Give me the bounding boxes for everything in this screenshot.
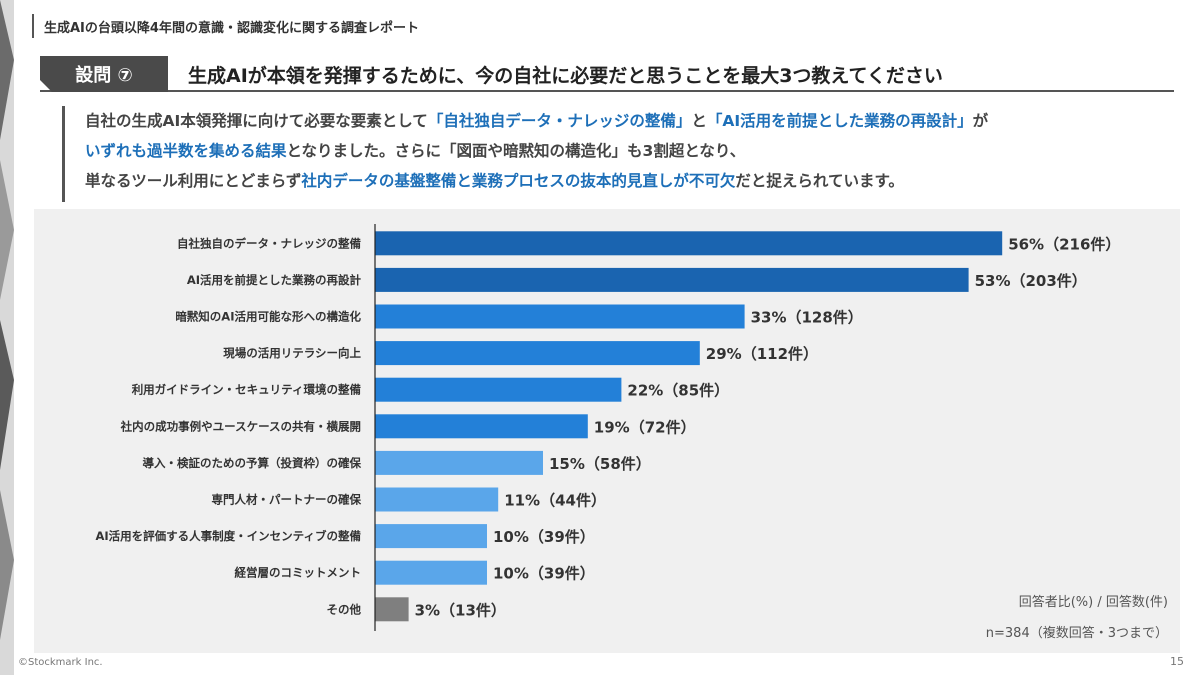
value-label: 10%（39件） [493,528,595,546]
summary-text-span: 単なるツール利用にとどまらず [85,172,302,190]
decorative-left-strip [0,0,14,675]
value-label: 22%（85件） [627,382,729,400]
bar [375,267,969,292]
category-label: 社内の成功事例やユースケースの共有・横展開 [120,419,361,433]
summary-text-span: だと捉えられています。 [735,172,904,190]
category-label: AI活用を評価する人事制度・インセンティブの整備 [96,529,362,543]
bar [375,414,588,439]
summary-highlight: 「自社独自データ・ナレッジの整備」 [427,112,692,130]
unit-legend-note: 回答者比(%) / 回答数(件) [1018,595,1168,610]
category-label: 経営層のコミットメント [235,566,362,580]
value-label: 29%（112件） [706,345,818,363]
summary-highlight: いずれも過半数を集める結果 [85,142,287,160]
value-label: 56%（216件） [1008,235,1120,253]
bar [375,597,409,622]
question-title: 生成AIが本領を発揮するために、今の自社に必要だと思うことを最大3つ教えてくださ… [188,64,943,87]
bar [375,450,543,475]
summary-highlight: 社内データの基盤整備と業務プロセスの抜本的見直しが不可欠 [301,172,736,190]
category-label: 利用ガイドライン・セキュリティ環境の整備 [131,383,362,397]
bar [375,524,487,549]
value-label: 11%（44件） [504,492,606,510]
bar [375,304,745,329]
question-number-badge: 設問 ⑦ [40,56,168,92]
value-label: 3%（13件） [415,601,506,619]
copyright: ©Stockmark Inc. [18,657,103,668]
page-number: 15 [1170,655,1184,668]
value-label: 10%（39件） [493,565,595,583]
sample-size-note: n=384（複数回答・3つまで） [985,626,1168,641]
category-label: 暗黙知のAI活用可能な形への構造化 [175,310,361,324]
value-label: 53%（203件） [975,272,1087,290]
bar [375,231,1003,256]
summary-line-2: いずれも過半数を集める結果となりました。さらに「図面や暗黙知の構造化」も3割超と… [85,136,988,166]
summary-line-1: 自社の生成AI本領発揮に向けて必要な要素として「自社独自データ・ナレッジの整備」… [85,106,988,136]
summary-line-3: 単なるツール利用にとどまらず社内データの基盤整備と業務プロセスの抜本的見直しが不… [85,166,988,196]
category-label: その他 [327,602,362,616]
category-label: 導入・検証のための予算（投資枠）の確保 [143,456,362,470]
summary-text: 自社の生成AI本領発揮に向けて必要な要素として「自社独自データ・ナレッジの整備」… [62,106,988,202]
value-label: 33%（128件） [751,309,863,327]
category-label: 自社独自のデータ・ナレッジの整備 [177,236,361,250]
bar [375,377,622,402]
category-label: AI活用を前提とした業務の再設計 [187,273,362,287]
summary-text-span: となりました。さらに「図面や暗黙知の構造化」も3割超となり、 [286,142,746,160]
bar [375,560,487,585]
value-label: 19%（72件） [594,418,696,436]
value-label: 15%（58件） [549,455,651,473]
summary-text-span: が [972,112,989,130]
category-label: 専門人材・パートナーの確保 [212,493,362,507]
question-bar: 設問 ⑦ 生成AIが本領を発揮するために、今の自社に必要だと思うことを最大3つ教… [40,56,1174,92]
bar [375,341,700,366]
summary-text-span: と [691,112,707,130]
report-header: 生成AIの台頭以降4年間の意識・認識変化に関する調査レポート [32,14,419,38]
report-title: 生成AIの台頭以降4年間の意識・認識変化に関する調査レポート [44,20,419,36]
bar [375,487,499,512]
category-label: 現場の活用リテラシー向上 [223,346,361,360]
summary-text-span: 自社の生成AI本領発揮に向けて必要な要素として [85,112,428,130]
summary-highlight: 「AI活用を前提とした業務の再設計」 [706,112,973,130]
